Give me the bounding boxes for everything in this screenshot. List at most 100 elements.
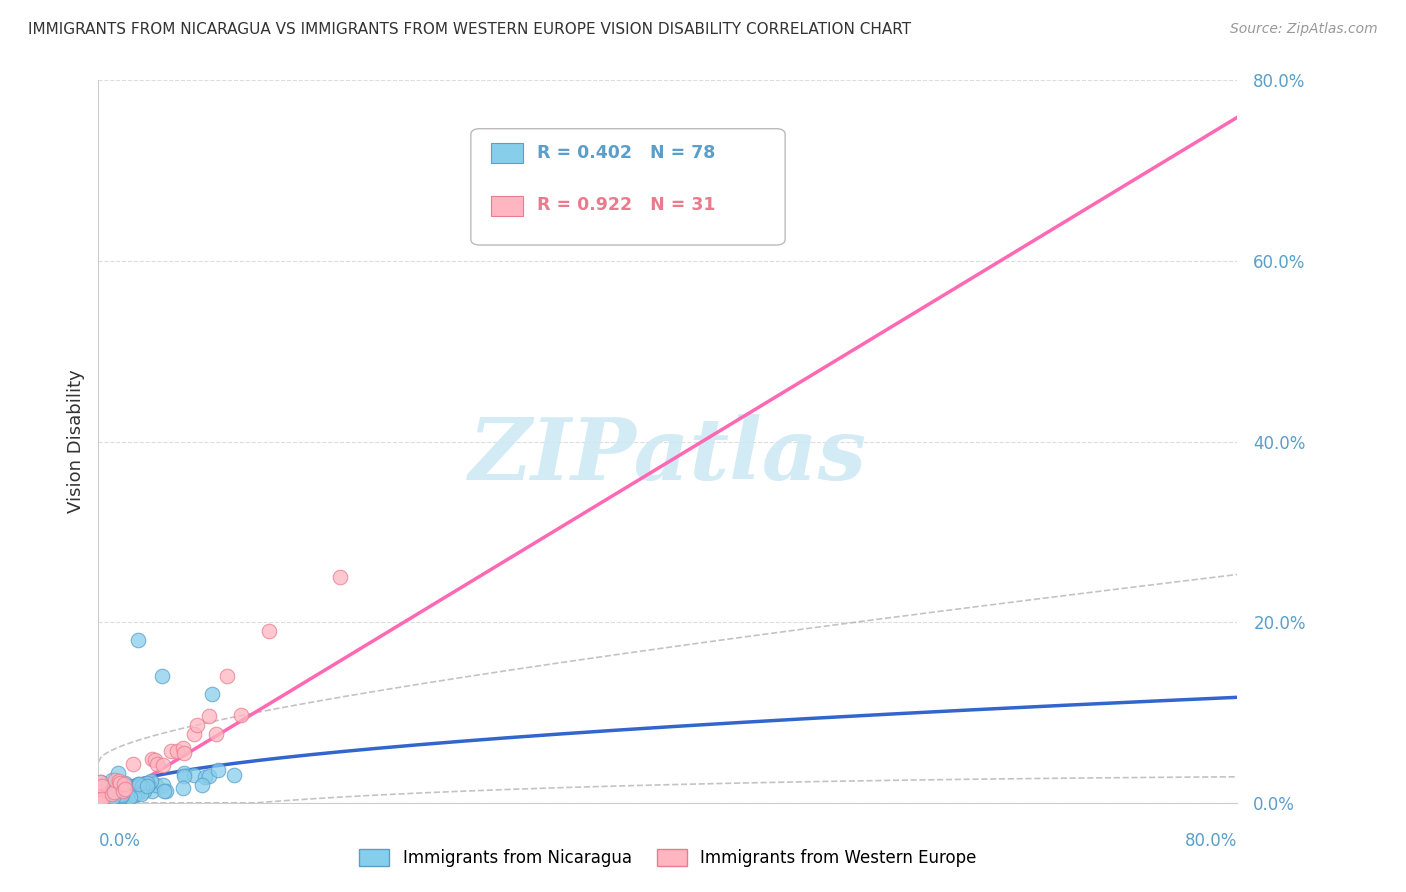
Point xyxy=(89,784,111,798)
Point xyxy=(198,709,221,723)
Point xyxy=(122,789,145,803)
Point xyxy=(93,794,115,808)
Point xyxy=(90,775,112,789)
Point xyxy=(136,778,159,792)
Point xyxy=(98,789,121,804)
Point xyxy=(104,789,127,803)
Text: IMMIGRANTS FROM NICARAGUA VS IMMIGRANTS FROM WESTERN EUROPE VISION DISABILITY CO: IMMIGRANTS FROM NICARAGUA VS IMMIGRANTS … xyxy=(28,22,911,37)
Point xyxy=(90,779,112,793)
Point xyxy=(198,769,221,783)
Point xyxy=(103,790,125,805)
Point xyxy=(141,752,163,766)
Point xyxy=(89,775,111,789)
Point xyxy=(110,791,132,805)
Point xyxy=(107,765,129,780)
Point xyxy=(118,789,141,804)
Point xyxy=(101,788,124,802)
Point xyxy=(152,778,174,792)
Point xyxy=(155,784,177,798)
Point xyxy=(160,744,183,758)
Point xyxy=(112,777,135,791)
Point xyxy=(114,778,136,792)
Point xyxy=(97,791,120,805)
Point xyxy=(103,792,125,806)
Point xyxy=(172,780,194,795)
Point xyxy=(90,792,112,806)
Point xyxy=(98,792,121,806)
Point xyxy=(103,785,125,799)
Point xyxy=(104,773,127,788)
Point xyxy=(89,787,111,801)
Point xyxy=(190,778,212,792)
Point xyxy=(329,570,352,584)
FancyBboxPatch shape xyxy=(491,143,523,163)
Point xyxy=(215,669,238,683)
Point xyxy=(110,789,132,803)
Point xyxy=(201,687,224,701)
Point xyxy=(173,746,195,760)
Point xyxy=(90,791,112,805)
Point xyxy=(259,624,281,639)
Point xyxy=(112,780,135,795)
Point xyxy=(121,757,143,772)
Point xyxy=(120,790,142,805)
Text: 0.0%: 0.0% xyxy=(98,831,141,850)
Point xyxy=(183,727,205,741)
Point xyxy=(183,768,205,782)
Point xyxy=(153,784,176,798)
Point xyxy=(128,777,150,791)
Point xyxy=(111,788,134,802)
Point xyxy=(96,792,118,806)
Point xyxy=(107,775,129,789)
Point xyxy=(194,770,217,784)
Point xyxy=(110,776,132,790)
Text: ZIPatlas: ZIPatlas xyxy=(468,414,868,498)
Point xyxy=(108,788,131,802)
Point xyxy=(173,769,195,783)
Point xyxy=(100,792,122,806)
Point xyxy=(104,788,127,802)
Point xyxy=(152,757,174,772)
Point xyxy=(229,707,252,722)
Point xyxy=(114,776,136,790)
Point xyxy=(89,794,111,808)
Point xyxy=(105,779,128,793)
Point xyxy=(134,784,156,798)
Point xyxy=(131,779,153,793)
Point xyxy=(97,794,120,808)
Point xyxy=(125,788,148,802)
Point xyxy=(205,727,228,741)
Text: R = 0.922   N = 31: R = 0.922 N = 31 xyxy=(537,196,716,214)
Point xyxy=(135,776,157,790)
Point xyxy=(173,766,195,780)
Point xyxy=(94,789,117,803)
Point xyxy=(91,791,114,805)
Point xyxy=(114,781,136,796)
Point xyxy=(152,669,174,683)
Point xyxy=(143,753,166,767)
Point xyxy=(100,793,122,807)
Point xyxy=(108,791,131,805)
Point xyxy=(114,784,136,798)
Point xyxy=(107,790,129,805)
Point xyxy=(224,768,246,782)
Point xyxy=(111,788,134,802)
Point xyxy=(141,784,163,798)
Legend: Immigrants from Nicaragua, Immigrants from Western Europe: Immigrants from Nicaragua, Immigrants fr… xyxy=(360,848,976,867)
Point xyxy=(112,780,135,794)
FancyBboxPatch shape xyxy=(491,196,523,216)
Point xyxy=(207,764,229,778)
Point xyxy=(166,744,188,758)
Point xyxy=(146,756,169,771)
Text: 80.0%: 80.0% xyxy=(1185,831,1237,850)
Point xyxy=(107,773,129,788)
Point xyxy=(115,788,138,802)
Point xyxy=(110,787,132,801)
Point xyxy=(135,779,157,793)
Point xyxy=(89,796,111,810)
Point xyxy=(110,781,132,796)
Point xyxy=(89,789,111,804)
Point xyxy=(120,789,142,803)
Point xyxy=(127,633,149,648)
Point xyxy=(186,718,208,732)
